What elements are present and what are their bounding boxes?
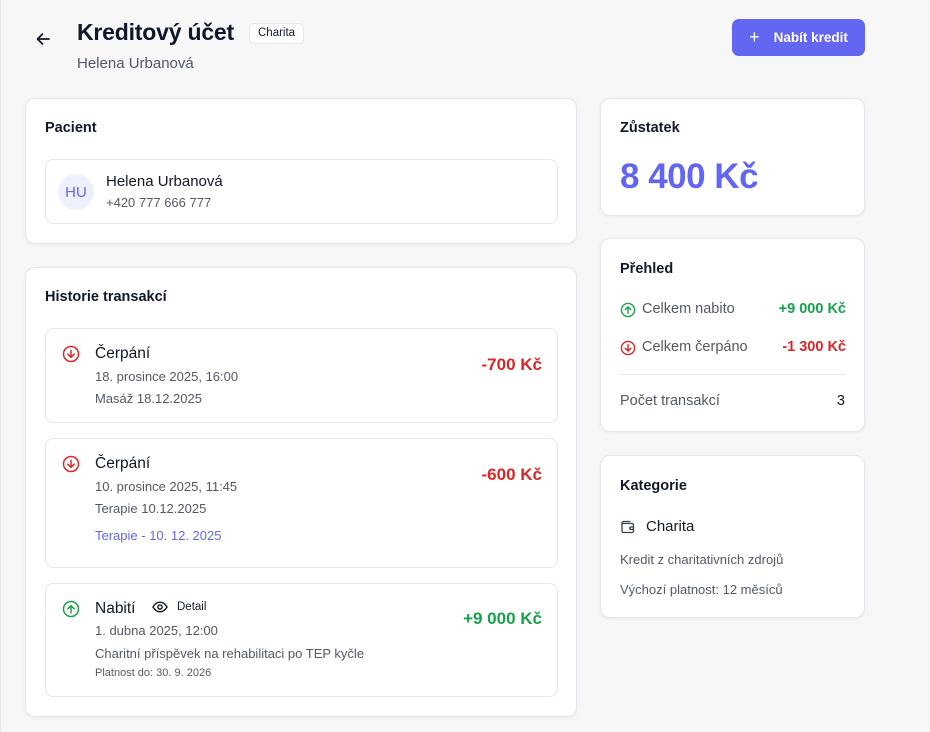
category-section-title: Kategorie xyxy=(620,478,687,494)
overview-section-title: Přehled xyxy=(620,261,674,277)
arrow-up-circle-icon xyxy=(620,302,636,318)
total-out-row: Celkem čerpáno -1 300 Kč xyxy=(620,338,846,358)
patient-card: Pacient HU Helena Urbanová +420 777 666 … xyxy=(25,98,577,244)
avatar: HU xyxy=(58,174,94,210)
arrow-down-circle-icon xyxy=(620,340,636,356)
transaction-item: Čerpání 18. prosince 2025, 16:00 Masáž 1… xyxy=(45,328,558,423)
overview-card: Přehled Celkem nabito +9 000 Kč Celkem č… xyxy=(600,238,865,432)
transaction-note: Terapie 10.12.2025 xyxy=(95,501,207,516)
total-out-label: Celkem čerpáno xyxy=(642,339,748,355)
transaction-count-value: 3 xyxy=(836,393,845,409)
overview-divider xyxy=(620,374,846,375)
total-out-value: -1 300 Kč xyxy=(782,339,846,355)
page-title: Kreditový účet xyxy=(77,19,234,45)
category-badge: Charita xyxy=(249,23,305,44)
total-in-row: Celkem nabito +9 000 Kč xyxy=(620,300,846,320)
detail-label: Detail xyxy=(177,601,207,613)
patient-name: Helena Urbanová xyxy=(106,173,223,190)
wallet-icon xyxy=(621,520,635,534)
total-in-label: Celkem nabito xyxy=(642,301,735,317)
transaction-amount: +9 000 Kč xyxy=(463,609,542,628)
transaction-type: Nabití xyxy=(95,600,136,617)
transaction-date: 1. dubna 2025, 12:00 xyxy=(95,623,218,638)
balance-card: Zůstatek 8 400 Kč xyxy=(600,98,865,216)
transaction-date: 18. prosince 2025, 16:00 xyxy=(95,369,239,384)
category-description: Kredit z charitativních zdrojů xyxy=(620,552,784,567)
transaction-item: Nabití Detail 1. dubna 2025, 12:00 Chari… xyxy=(45,583,558,697)
patient-phone: +420 777 666 777 xyxy=(106,195,212,210)
transaction-appointment-link[interactable]: Terapie - 10. 12. 2025 xyxy=(95,528,222,543)
arrow-left-icon xyxy=(36,33,50,45)
patient-section-title: Pacient xyxy=(45,120,97,136)
eye-icon xyxy=(152,601,168,613)
detail-button[interactable]: Detail xyxy=(152,601,206,613)
arrow-down-circle-icon xyxy=(62,345,80,363)
transaction-note: Masáž 18.12.2025 xyxy=(95,391,202,406)
category-card: Kategorie Charita Kredit z charitativníc… xyxy=(600,455,865,618)
transaction-amount: -700 Kč xyxy=(481,355,542,374)
top-up-credit-button[interactable]: + Nabít kredit xyxy=(732,19,865,56)
arrow-down-circle-icon xyxy=(62,455,80,473)
history-section-title: Historie transakcí xyxy=(45,289,167,305)
balance-section-title: Zůstatek xyxy=(620,120,680,136)
category-name: Charita xyxy=(646,518,695,535)
transaction-type: Čerpání xyxy=(95,455,151,472)
transaction-amount: -600 Kč xyxy=(481,465,542,484)
transaction-item: Čerpání 10. prosince 2025, 11:45 Terapie… xyxy=(45,438,558,568)
transaction-count-label: Počet transakcí xyxy=(620,393,720,409)
page-subtitle: Helena Urbanová xyxy=(77,55,194,72)
left-edge-divider xyxy=(0,0,1,732)
transaction-history-card: Historie transakcí Čerpání 18. prosince … xyxy=(25,267,577,717)
page-header: Kreditový účet Charita Helena Urbanová +… xyxy=(0,0,930,90)
back-button[interactable] xyxy=(30,26,56,52)
transaction-date: 10. prosince 2025, 11:45 xyxy=(95,479,238,494)
transaction-validity: Platnost do: 30. 9. 2026 xyxy=(95,667,212,679)
patient-info-box[interactable]: HU Helena Urbanová +420 777 666 777 xyxy=(45,159,558,224)
plus-icon: + xyxy=(749,26,760,47)
arrow-up-circle-icon xyxy=(62,600,80,618)
top-up-credit-label: Nabít kredit xyxy=(773,30,848,45)
transaction-type: Čerpání xyxy=(95,345,151,362)
category-default-validity: Výchozí platnost: 12 měsíců xyxy=(620,582,783,597)
total-in-value: +9 000 Kč xyxy=(778,301,846,317)
transaction-note: Charitní příspěvek na rehabilitaci po TE… xyxy=(95,646,365,661)
balance-value: 8 400 Kč xyxy=(620,157,759,196)
